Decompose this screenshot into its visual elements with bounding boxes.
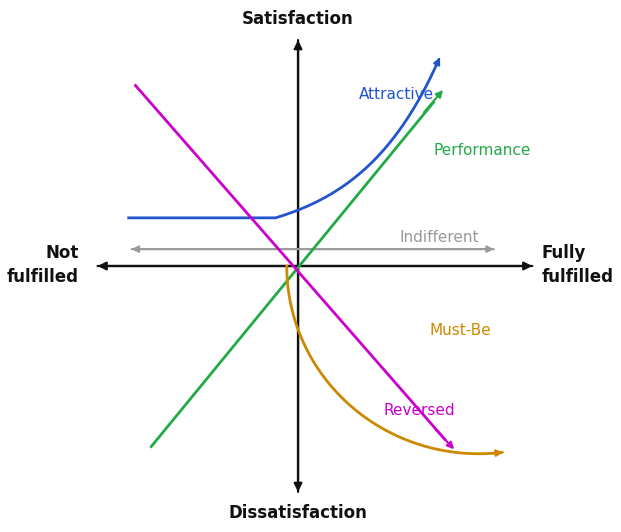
Text: Reversed: Reversed	[384, 403, 455, 418]
Text: Performance: Performance	[433, 143, 531, 158]
Text: Must-Be: Must-Be	[429, 323, 491, 338]
Text: Fully
fulfilled: Fully fulfilled	[542, 244, 614, 286]
Text: Dissatisfaction: Dissatisfaction	[229, 504, 368, 522]
Text: Attractive: Attractive	[359, 87, 434, 102]
Text: Not
fulfilled: Not fulfilled	[7, 244, 79, 286]
Text: Indifferent: Indifferent	[400, 230, 479, 245]
Text: Satisfaction: Satisfaction	[242, 10, 354, 28]
